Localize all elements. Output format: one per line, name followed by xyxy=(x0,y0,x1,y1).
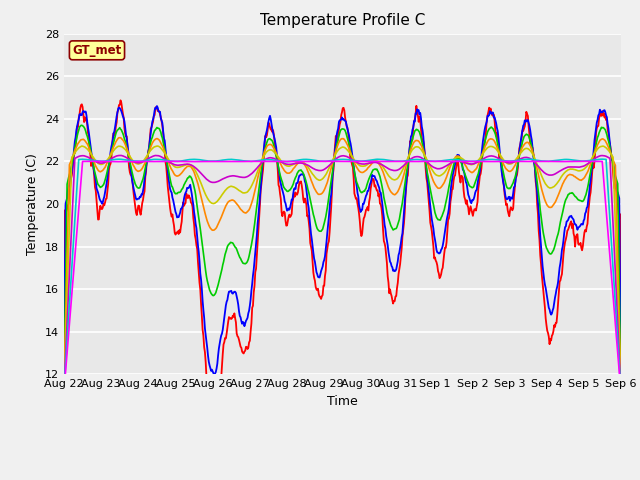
-2cm xyxy=(428,165,435,171)
+15cm xyxy=(70,152,78,157)
0cm xyxy=(185,163,193,169)
+10cm xyxy=(411,119,419,124)
-8cm xyxy=(128,158,136,164)
-16cm xyxy=(60,387,68,393)
-8cm xyxy=(617,385,625,391)
0cm xyxy=(411,139,419,144)
-8cm xyxy=(60,385,68,391)
+10cm xyxy=(428,211,435,216)
Line: -8cm: -8cm xyxy=(64,156,621,388)
-16cm xyxy=(127,158,135,164)
0cm xyxy=(70,150,78,156)
+15cm xyxy=(215,386,223,392)
0cm xyxy=(116,135,124,141)
-32cm xyxy=(60,388,68,394)
Title: Temperature Profile C: Temperature Profile C xyxy=(260,13,425,28)
-32cm xyxy=(214,158,221,164)
+5cm xyxy=(214,282,222,288)
-2cm xyxy=(214,197,222,203)
0cm xyxy=(60,383,68,388)
-32cm xyxy=(184,159,192,165)
0cm xyxy=(214,221,222,227)
+10cm xyxy=(127,172,135,178)
0cm xyxy=(128,160,136,166)
-8cm xyxy=(428,163,435,168)
+10cm xyxy=(60,375,68,381)
+15cm xyxy=(412,111,419,117)
+5cm xyxy=(70,149,78,155)
-8cm xyxy=(411,154,419,160)
+15cm xyxy=(128,176,136,181)
-2cm xyxy=(185,162,193,168)
Legend: +15cm, +10cm, +5cm, 0cm, -2cm, -8cm, -16cm, -32cm: +15cm, +10cm, +5cm, 0cm, -2cm, -8cm, -16… xyxy=(143,478,541,480)
-8cm xyxy=(116,153,124,158)
-16cm xyxy=(410,156,418,162)
-32cm xyxy=(127,159,135,165)
+5cm xyxy=(428,191,435,196)
Line: -32cm: -32cm xyxy=(64,161,621,391)
+5cm xyxy=(128,170,136,176)
-8cm xyxy=(214,179,222,184)
+5cm xyxy=(185,175,193,180)
+15cm xyxy=(185,192,193,198)
0cm xyxy=(428,172,435,178)
-16cm xyxy=(598,156,606,162)
+10cm xyxy=(617,372,625,378)
-32cm xyxy=(70,264,78,269)
-16cm xyxy=(214,158,221,164)
-2cm xyxy=(60,383,68,389)
+15cm xyxy=(210,414,218,420)
+5cm xyxy=(411,128,419,134)
Line: +15cm: +15cm xyxy=(64,100,621,417)
+15cm xyxy=(617,347,625,352)
0cm xyxy=(617,383,625,389)
+10cm xyxy=(153,103,161,109)
-16cm xyxy=(617,387,625,393)
Line: +5cm: +5cm xyxy=(64,125,621,385)
+10cm xyxy=(214,352,222,358)
+15cm xyxy=(116,97,124,103)
-2cm xyxy=(70,151,78,157)
+15cm xyxy=(60,347,68,352)
+5cm xyxy=(617,382,625,387)
+10cm xyxy=(185,185,193,191)
-16cm xyxy=(70,229,78,235)
Line: -16cm: -16cm xyxy=(64,159,621,390)
+5cm xyxy=(60,383,68,388)
X-axis label: Time: Time xyxy=(327,395,358,408)
-32cm xyxy=(327,158,335,164)
-32cm xyxy=(617,388,625,394)
Line: +10cm: +10cm xyxy=(64,106,621,378)
Y-axis label: Temperature (C): Temperature (C) xyxy=(26,153,39,255)
Line: -2cm: -2cm xyxy=(64,146,621,386)
-16cm xyxy=(426,158,434,164)
-2cm xyxy=(128,157,136,163)
-2cm xyxy=(617,383,625,388)
+10cm xyxy=(70,146,78,152)
Text: GT_met: GT_met xyxy=(72,44,122,57)
-8cm xyxy=(185,161,193,167)
+5cm xyxy=(78,122,86,128)
-8cm xyxy=(70,172,78,178)
-2cm xyxy=(411,144,419,150)
-16cm xyxy=(184,157,192,163)
-32cm xyxy=(428,158,435,164)
-32cm xyxy=(411,158,419,164)
-2cm xyxy=(78,143,86,149)
+15cm xyxy=(428,228,436,234)
Line: 0cm: 0cm xyxy=(64,138,621,386)
